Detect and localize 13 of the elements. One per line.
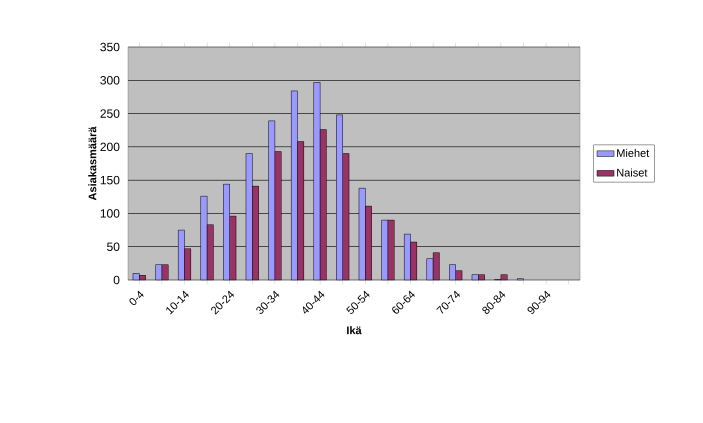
y-axis-title: Asiakasmäärä (88, 126, 96, 200)
legend-label: Miehet (617, 148, 650, 157)
legend-label: Naiset (617, 168, 648, 177)
x-axis-title: Ikä (347, 326, 362, 334)
y-tick-label: 350 (100, 42, 120, 52)
y-tick-label: 50 (107, 242, 120, 251)
y-tick-label: 100 (100, 209, 120, 218)
y-tick-label: 150 (100, 176, 120, 184)
y-tick-label: 200 (100, 142, 120, 152)
x-tick-label: 0-4 (129, 290, 144, 306)
y-tick-label: 300 (100, 76, 120, 85)
y-tick-label: 250 (100, 109, 120, 118)
y-tick-label: 0 (114, 276, 120, 284)
